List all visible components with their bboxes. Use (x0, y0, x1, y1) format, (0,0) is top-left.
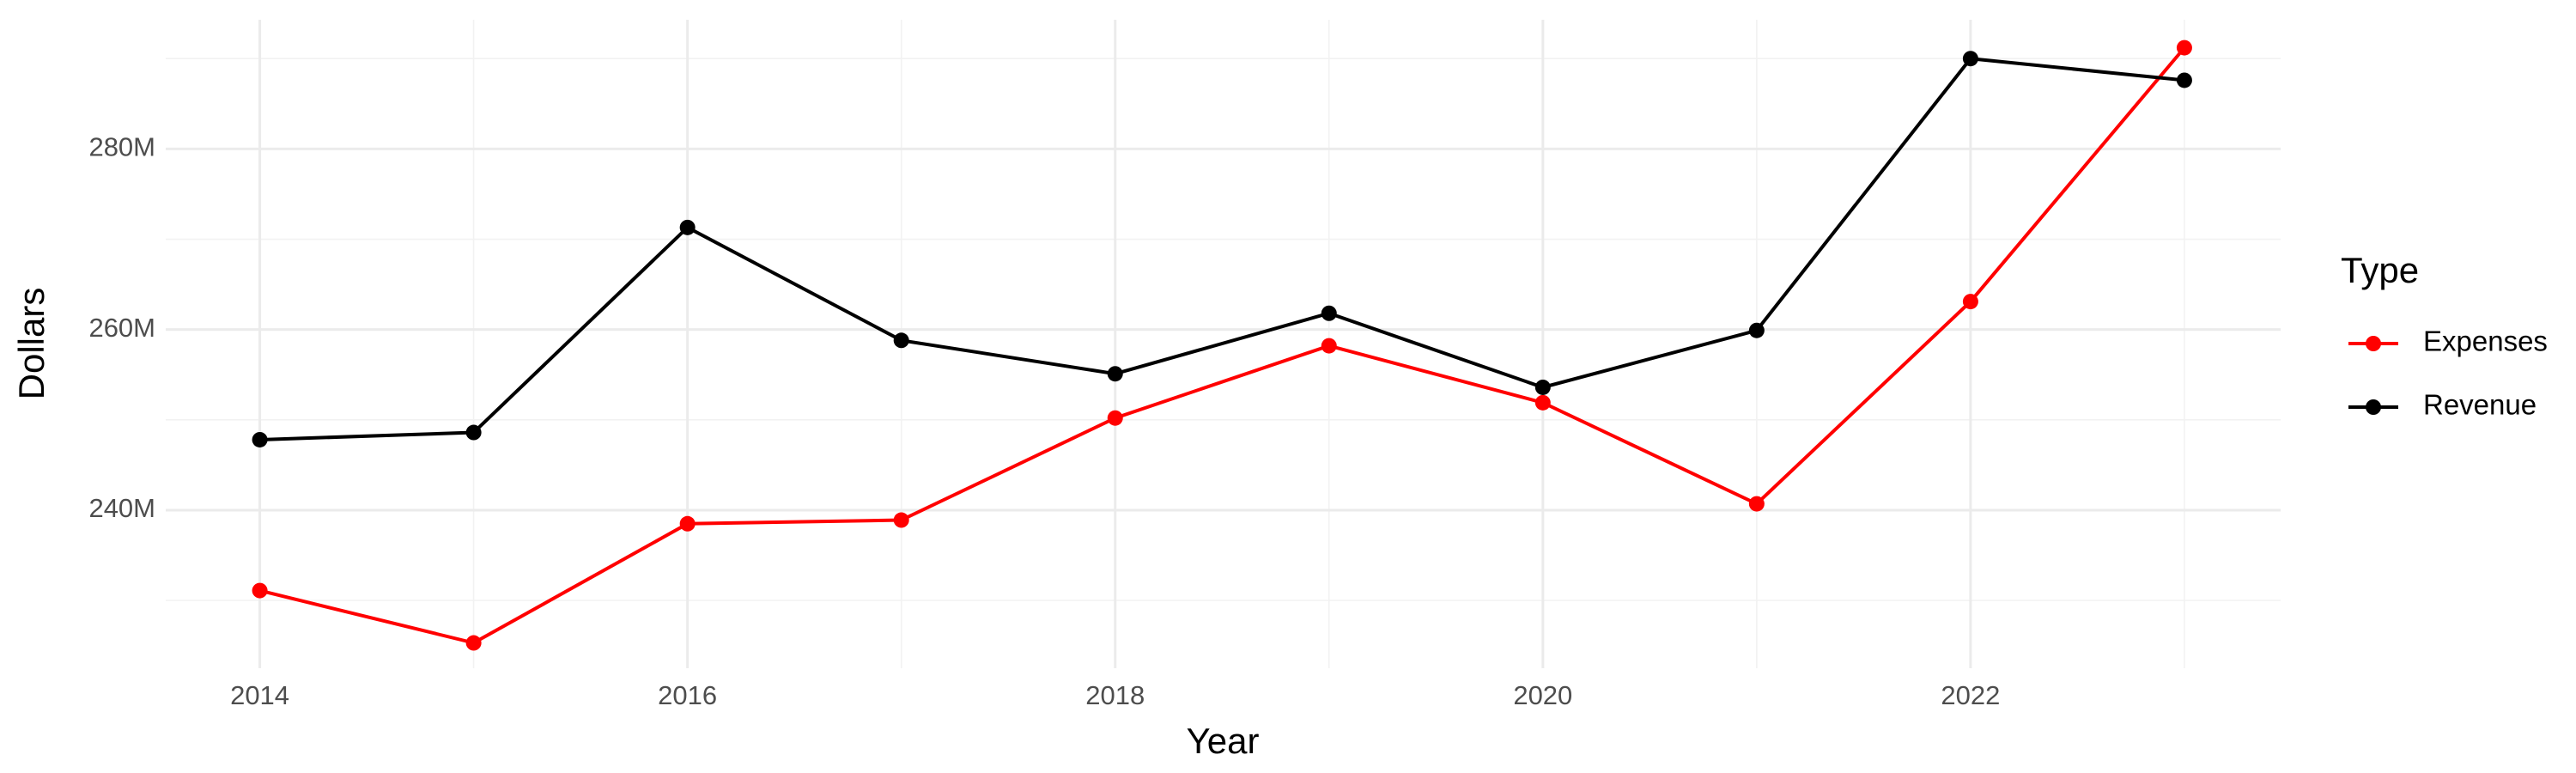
data-point (679, 515, 696, 532)
legend-title: Type (2341, 250, 2419, 290)
data-point (2176, 72, 2192, 88)
data-point (893, 512, 909, 528)
data-point (1534, 394, 1551, 411)
data-point (1321, 338, 1337, 354)
data-point (2176, 40, 2192, 56)
x-tick-label: 2014 (230, 680, 289, 710)
data-point (252, 431, 268, 447)
x-tick-label: 2022 (1941, 680, 2000, 710)
data-point (252, 582, 268, 599)
y-axis-title: Dollars (11, 288, 52, 400)
data-point (1107, 366, 1123, 382)
legend-key-point (2366, 336, 2381, 351)
legend-label: Expenses (2423, 326, 2548, 357)
x-tick-label: 2018 (1085, 680, 1145, 710)
y-tick-label: 240M (88, 493, 155, 523)
x-tick-label: 2016 (658, 680, 717, 710)
y-tick-label: 260M (88, 313, 155, 343)
data-point (1962, 294, 1978, 310)
data-point (1534, 379, 1551, 395)
data-point (465, 635, 482, 651)
data-point (1962, 51, 1978, 67)
legend-key-point (2366, 399, 2381, 415)
data-point (893, 332, 909, 349)
data-point (1748, 496, 1765, 512)
series-line (259, 46, 2186, 645)
legend-label: Revenue (2423, 389, 2537, 421)
data-point (465, 424, 482, 441)
series-line (259, 57, 2185, 441)
y-tick-label: 280M (88, 132, 155, 162)
data-point (1321, 305, 1337, 321)
x-axis-title: Year (1187, 721, 1260, 761)
data-point (1748, 322, 1765, 338)
data-point (679, 219, 696, 235)
data-point (1107, 410, 1123, 426)
x-tick-label: 2020 (1513, 680, 1572, 710)
